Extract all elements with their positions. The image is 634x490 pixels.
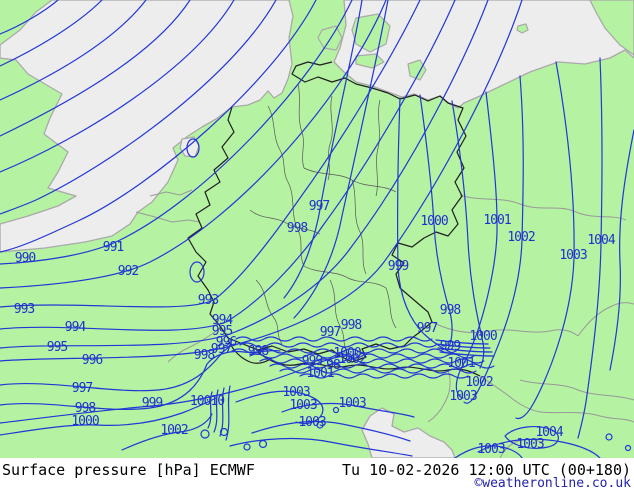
sweden-coast [589, 0, 634, 56]
valid-time: Tu 10-02-2026 12:00 UTC (00+180) [342, 461, 631, 479]
island-ruegen [407, 59, 427, 81]
islands [317, 0, 634, 81]
foreign-borders [135, 189, 634, 458]
map-canvas [0, 0, 634, 458]
map-title: Surface pressure [hPa] ECMWF [2, 461, 255, 479]
isobars [0, 0, 634, 458]
state-borders [249, 83, 397, 355]
sea-areas [0, 0, 634, 458]
credit-link[interactable]: ©weatheronline.co.uk [474, 476, 631, 490]
island-bornholm [516, 23, 529, 34]
footer-bar: Surface pressure [hPa] ECMWF Tu 10-02-20… [0, 458, 634, 490]
surface-pressure-map: 990 991 992 993 993 994 994 995 995 996 996 997 997 9… [0, 0, 634, 458]
island-fyn [317, 25, 343, 51]
adriatic-sea [361, 407, 456, 458]
north-sea [0, 0, 294, 253]
